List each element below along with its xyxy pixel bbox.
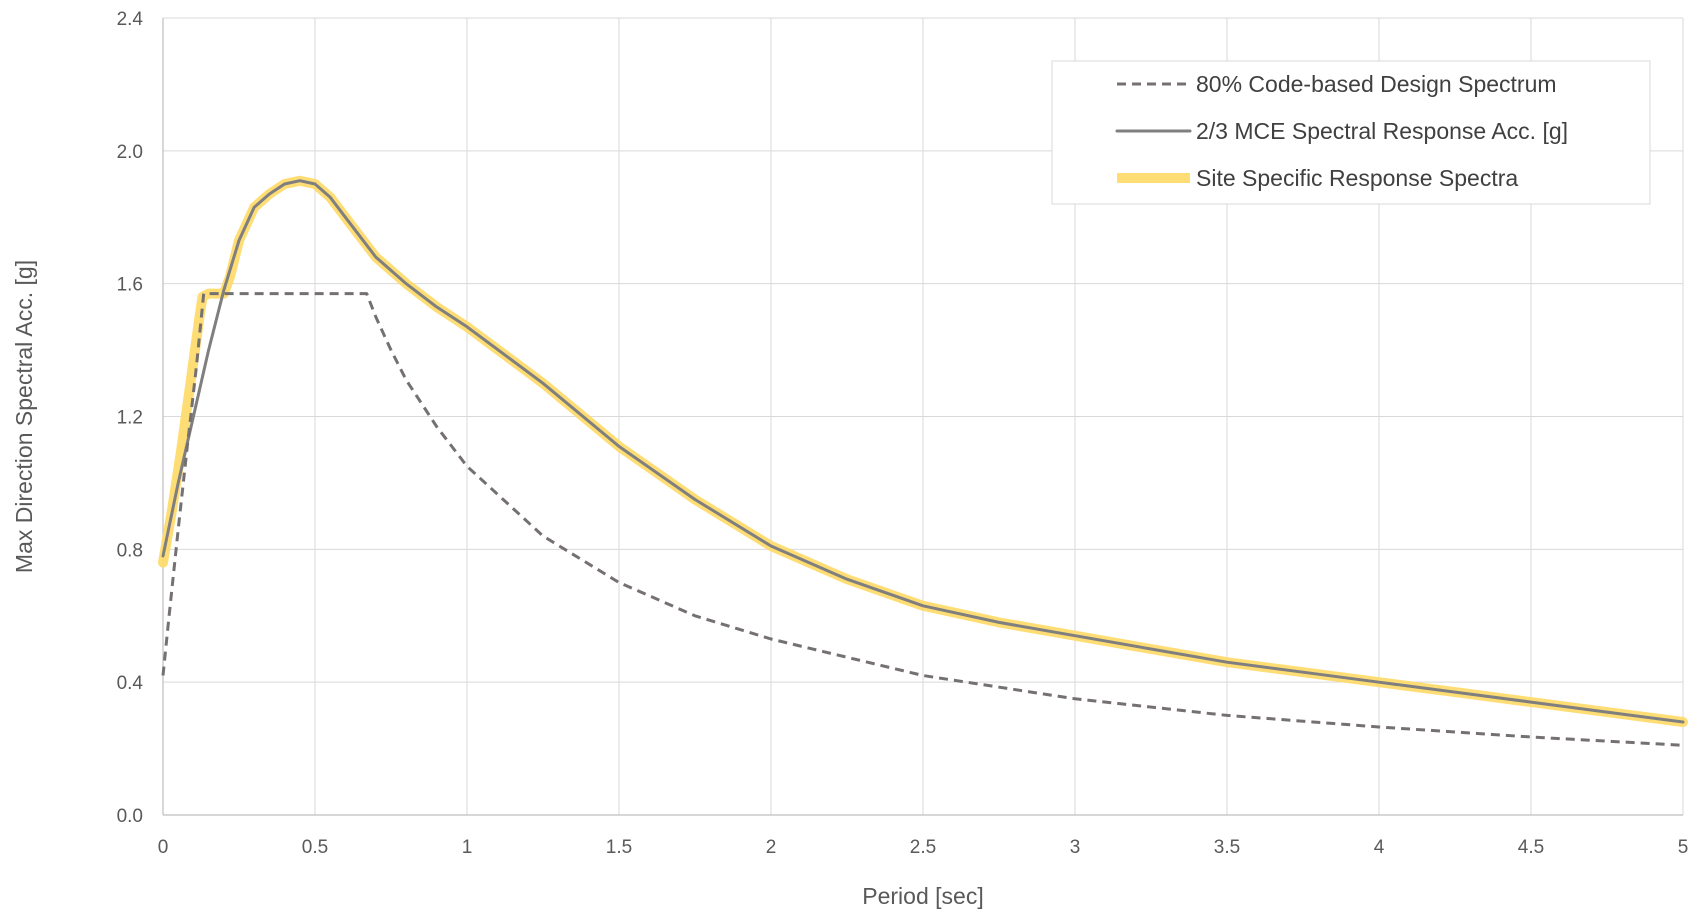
y-tick-label: 0.8 [117,540,143,561]
y-tick-label: 0.0 [117,806,143,827]
y-axis-title: Max Direction Spectral Acc. [g] [11,260,37,573]
x-tick-label: 2 [766,837,777,858]
y-tick-label: 0.4 [117,673,144,694]
x-tick-label: 1 [462,837,473,858]
x-tick-label: 3.5 [1214,837,1240,858]
legend-label: Site Specific Response Spectra [1196,165,1518,191]
x-tick-label: 1.5 [606,837,632,858]
y-tick-label: 2.0 [117,142,143,163]
x-axis-title: Period [sec] [862,883,983,909]
legend: 80% Code-based Design Spectrum 2/3 MCE Sp… [1051,60,1651,205]
x-tick-label: 3 [1070,837,1081,858]
x-tick-label: 2.5 [910,837,936,858]
x-tick-label: 0.5 [302,837,328,858]
x-tick-label: 5 [1678,837,1689,858]
axes [162,18,1683,816]
y-tick-label: 1.6 [117,275,143,296]
series-line-2-3-mce-spectral-response-acc-g [161,179,1685,724]
x-tick-label: 4.5 [1518,837,1544,858]
y-tick-label: 1.2 [117,408,143,429]
x-tick-label: 4 [1374,837,1385,858]
legend-label: 2/3 MCE Spectral Response Acc. [g] [1196,118,1568,144]
series-line-80-code-based-design-spectrum [161,292,1684,747]
tick-labels: 0 0.5 1 1.5 2 2.5 3 3.5 4 4.5 5 0.0 0.4 0.8 1.2 1.6 2.0 2… [117,9,1689,858]
legend-label: 80% Code-based Design Spectrum [1196,71,1557,97]
x-tick-label: 0 [158,837,169,858]
y-tick-label: 2.4 [117,9,144,30]
series-layer [158,175,1688,747]
